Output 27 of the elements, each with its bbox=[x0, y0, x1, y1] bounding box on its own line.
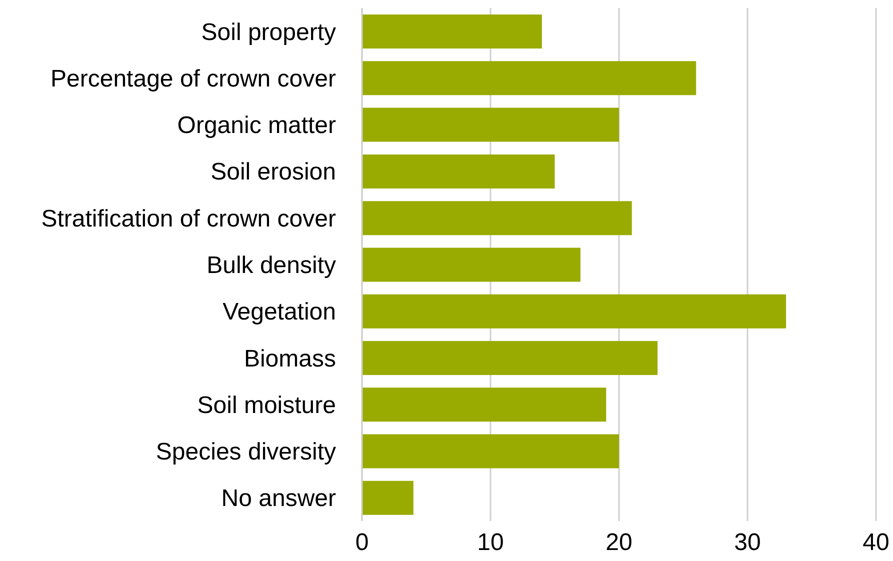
bar bbox=[362, 434, 619, 468]
bar bbox=[362, 108, 619, 142]
x-tick-label: 0 bbox=[355, 529, 369, 556]
bar bbox=[362, 154, 555, 188]
y-tick-label: Organic matter bbox=[177, 112, 336, 140]
y-tick-label: Percentage of crown cover bbox=[50, 65, 336, 92]
bar bbox=[362, 201, 632, 236]
y-tick-label: Species diversity bbox=[156, 438, 336, 466]
bar bbox=[362, 340, 658, 375]
x-tick-label: 40 bbox=[862, 529, 890, 556]
x-tick-label: 10 bbox=[477, 529, 504, 556]
bar bbox=[362, 14, 542, 49]
y-tick-label: Vegetation bbox=[222, 298, 336, 326]
bar bbox=[362, 480, 414, 515]
bar bbox=[362, 294, 786, 328]
bar bbox=[362, 388, 606, 422]
y-tick-label: No answer bbox=[221, 485, 336, 512]
y-tick-label: Soil property bbox=[201, 18, 336, 46]
x-tick-label: 30 bbox=[734, 529, 761, 556]
y-tick-label: Biomass bbox=[244, 345, 336, 372]
bar bbox=[362, 248, 580, 282]
y-tick-label: Soil moisture bbox=[197, 392, 336, 419]
y-tick-label: Bulk density bbox=[206, 252, 336, 280]
y-tick-label: Stratification of crown cover bbox=[41, 205, 336, 232]
x-tick-label: 20 bbox=[606, 529, 632, 556]
y-tick-label: Soil erosion bbox=[210, 158, 336, 186]
bar bbox=[362, 61, 696, 96]
